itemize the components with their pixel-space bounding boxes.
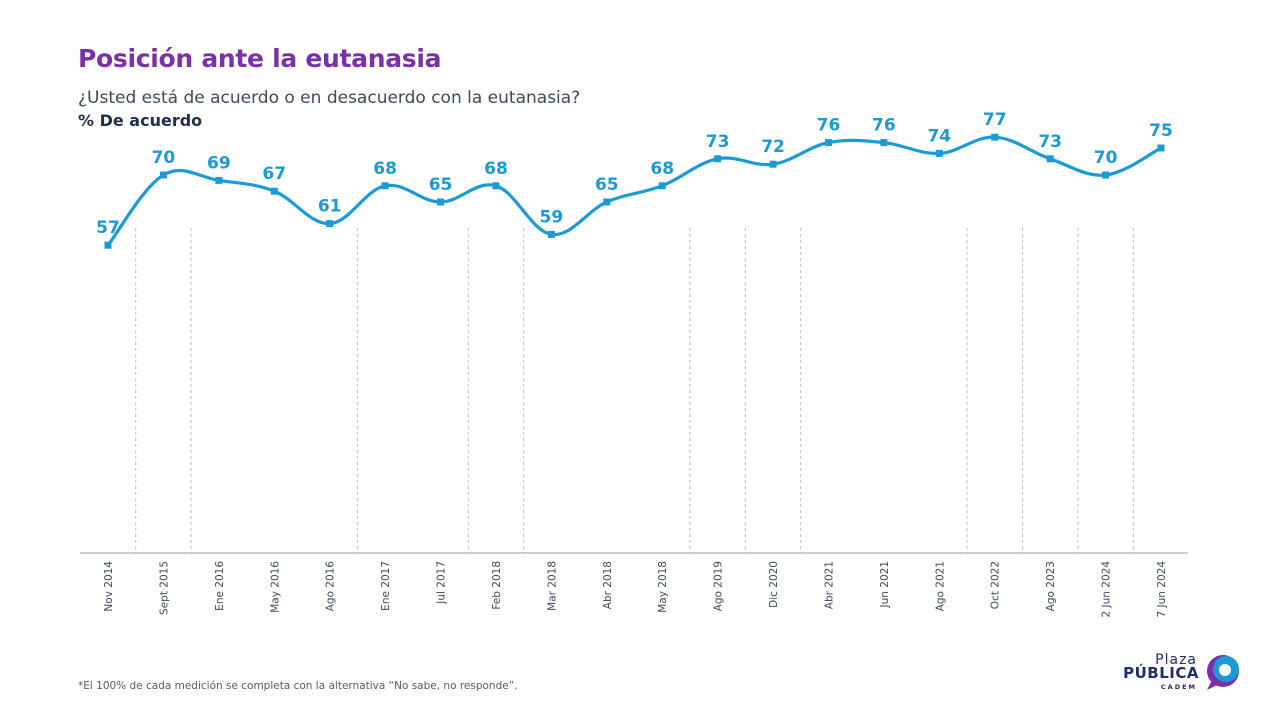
data-point (215, 176, 223, 184)
data-label: 68 (373, 159, 397, 179)
footnote: *El 100% de cada medición se completa co… (78, 680, 518, 692)
x-tick-label: Ago 2021 (934, 561, 946, 611)
data-point (824, 139, 832, 147)
data-point (769, 160, 777, 168)
data-point (159, 171, 167, 179)
data-point (991, 133, 999, 141)
data-point (714, 155, 722, 163)
series-line (106, 135, 1163, 247)
data-point (658, 182, 666, 190)
data-label: 57 (96, 218, 120, 238)
logo-cadem-text: CADEM (1160, 683, 1197, 691)
x-tick-label: Ene 2017 (380, 561, 392, 611)
data-label: 68 (484, 159, 508, 179)
cadem-logo: Plaza PÚBLICA CADEM (1120, 650, 1245, 696)
x-tick-label: Ago 2016 (325, 561, 337, 612)
data-point (1102, 171, 1110, 179)
data-label: 76 (817, 116, 841, 136)
x-tick-label: Abr 2021 (823, 561, 835, 609)
data-point (1157, 144, 1165, 152)
x-tick-label: Ago 2019 (713, 561, 725, 611)
data-label: 70 (152, 148, 176, 168)
data-label: 68 (650, 159, 674, 179)
x-tick-label: Oct 2022 (990, 561, 1002, 609)
data-label: 69 (207, 153, 231, 173)
measure-label: % De acuerdo (78, 111, 203, 130)
data-point (880, 139, 888, 147)
data-label: 61 (318, 197, 342, 217)
data-label: 77 (983, 110, 1007, 130)
logo-plaza-text: Plaza (1155, 652, 1197, 668)
data-point (492, 182, 500, 190)
data-point (381, 182, 389, 190)
logo-publica-text: PÚBLICA (1123, 664, 1199, 682)
data-label: 65 (595, 175, 619, 195)
data-label: 73 (1038, 132, 1062, 152)
data-label: 75 (1149, 121, 1173, 141)
data-point (935, 149, 943, 157)
x-tick-label: Nov 2014 (103, 561, 115, 612)
data-point (437, 198, 445, 206)
data-label: 74 (927, 126, 951, 146)
data-point (104, 241, 112, 249)
data-point (547, 230, 555, 238)
x-tick-label: May 2018 (657, 561, 669, 613)
data-point (1046, 155, 1054, 163)
chart-title: Posición ante la eutanasia (78, 44, 442, 73)
data-label: 73 (706, 132, 730, 152)
chart-subtitle: ¿Usted está de acuerdo o en desacuerdo c… (78, 88, 581, 108)
data-label: 65 (429, 175, 453, 195)
x-tick-label: Jun 2021 (879, 561, 891, 608)
x-tick-label: Feb 2018 (491, 561, 503, 610)
data-label: 70 (1094, 148, 1118, 168)
x-tick-label: 7 Jun 2024 (1156, 561, 1168, 618)
x-tick-label: 2 Jun 2024 (1101, 561, 1113, 618)
x-tick-label: Ago 2023 (1045, 561, 1057, 611)
data-label: 76 (872, 116, 896, 136)
data-label: 59 (540, 207, 564, 227)
x-tick-label: Abr 2018 (602, 561, 614, 609)
data-label: 72 (761, 137, 785, 157)
x-tick-label: Dic 2020 (768, 561, 780, 608)
x-tick-label: May 2016 (269, 561, 281, 613)
data-point (603, 198, 611, 206)
speech-bubble-icon (1207, 655, 1239, 690)
x-tick-label: Sept 2015 (158, 561, 170, 615)
data-point (270, 187, 278, 195)
x-tick-label: Mar 2018 (546, 561, 558, 611)
x-tick-label: Ene 2016 (214, 561, 226, 611)
x-tick-label: Jul 2017 (436, 561, 448, 605)
data-label: 67 (262, 164, 286, 184)
data-point (326, 220, 334, 228)
